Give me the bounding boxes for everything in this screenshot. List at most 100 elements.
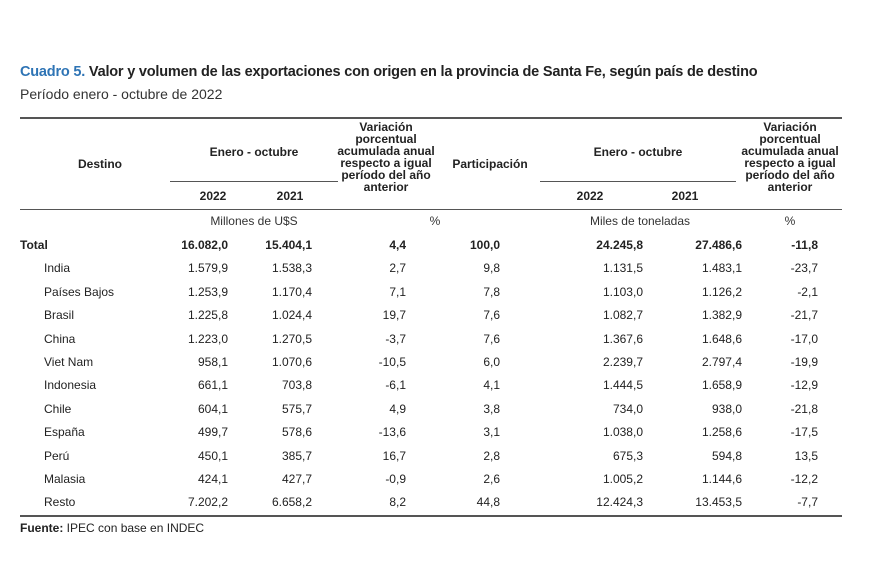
header-period-volume: Enero - octubre [593, 145, 683, 159]
cell-v2022: 499,7 [197, 425, 228, 440]
cell-var: 4,4 [389, 238, 406, 252]
cell-tvar: 13,5 [794, 448, 818, 463]
cell-v2021: 1.170,4 [271, 284, 312, 299]
table-number: Cuadro 5. [20, 64, 86, 80]
row-destino: Resto [44, 495, 76, 510]
cell-part: 4,1 [483, 378, 500, 393]
cell-part: 7,8 [483, 284, 500, 299]
cell-t2021: 1.126,2 [701, 284, 742, 299]
cell-t2022: 734,0 [612, 401, 643, 416]
cell-tvar: -23,7 [790, 261, 818, 276]
cell-var: -3,7 [385, 331, 406, 346]
cell-tvar: -7,7 [797, 495, 818, 510]
cell-t2022: 1.444,5 [602, 378, 643, 393]
header-variation-volume: Variación porcentual acumulada anual res… [741, 120, 839, 194]
header-year-2022-value: 2022 [199, 189, 227, 203]
row-destino: Malasia [44, 472, 86, 486]
cell-t2021: 594,8 [711, 448, 742, 463]
cell-t2021: 13.453,5 [695, 495, 742, 510]
cell-t2021: 27.486,6 [695, 238, 742, 252]
cell-t2021: 1.382,9 [701, 308, 742, 323]
group-rule-volume [540, 181, 736, 182]
cell-part: 3,8 [483, 401, 500, 416]
cell-tvar: -21,7 [790, 308, 818, 323]
cell-t2022: 1.103,0 [602, 284, 643, 299]
cell-part: 7,6 [483, 331, 500, 346]
row-destino: Países Bajos [44, 284, 115, 299]
unit-volume: Miles de toneladas [589, 214, 691, 228]
cell-v2022: 958,1 [197, 355, 228, 369]
cell-v2021: 1.070,6 [271, 355, 312, 369]
header-participation: Participación [452, 157, 528, 171]
unit-percent-2: % [784, 214, 796, 228]
cell-tvar: -21,8 [790, 401, 818, 416]
row-destino: Chile [44, 401, 72, 416]
cell-var: -10,5 [378, 355, 406, 369]
cell-v2021: 1.538,3 [271, 261, 312, 276]
cell-v2022: 1.253,9 [187, 284, 228, 299]
source-note: Fuente: IPEC con base en INDEC [20, 521, 204, 535]
cell-t2022: 1.367,6 [602, 331, 643, 346]
cell-v2021: 575,7 [281, 401, 312, 416]
cell-part: 2,8 [483, 448, 500, 463]
cell-t2021: 1.648,6 [701, 331, 742, 346]
cell-v2021: 15.404,1 [265, 238, 312, 252]
row-destino: Perú [44, 448, 70, 463]
cell-tvar: -2,1 [797, 284, 818, 299]
cell-v2022: 1.225,8 [187, 308, 228, 323]
unit-percent-1: % [429, 214, 441, 228]
cell-v2022: 424,1 [197, 472, 228, 486]
cell-t2021: 1.483,1 [701, 261, 742, 276]
unit-value: Millones de U$S [210, 214, 298, 228]
cell-v2022: 16.082,0 [181, 238, 228, 252]
cell-var: 7,1 [389, 284, 406, 299]
row-destino: Brasil [44, 308, 75, 323]
header-year-2022-volume: 2022 [576, 189, 604, 203]
row-destino: Indonesia [44, 378, 97, 393]
header-year-2021-volume: 2021 [671, 189, 699, 203]
cell-t2022: 1.131,5 [602, 261, 643, 276]
cell-t2021: 1.144,6 [701, 472, 742, 486]
cell-t2021: 1.658,9 [701, 378, 742, 393]
cell-var: -13,6 [378, 425, 406, 440]
cell-v2021: 1.270,5 [271, 331, 312, 346]
cell-var: 4,9 [389, 401, 406, 416]
cell-var: 8,2 [389, 495, 406, 510]
cell-v2022: 1.223,0 [187, 331, 228, 346]
header-destino: Destino [77, 157, 122, 171]
cell-v2021: 6.658,2 [271, 495, 312, 510]
cell-part: 3,1 [483, 425, 500, 440]
cell-tvar: -12,9 [790, 378, 818, 393]
table-title-text: Valor y volumen de las exportaciones con… [85, 64, 758, 80]
cell-part: 100,0 [469, 238, 500, 252]
header-period-value: Enero - octubre [209, 145, 299, 159]
table-subtitle: Período enero - octubre de 2022 [20, 86, 223, 102]
cell-var: 2,7 [389, 261, 406, 276]
cell-part: 2,6 [483, 472, 500, 486]
source-label: Fuente: [20, 521, 64, 535]
cell-var: -0,9 [385, 472, 406, 486]
row-destino: India [44, 261, 71, 276]
cell-t2022: 24.245,8 [596, 238, 643, 252]
source-text: IPEC con base en INDEC [63, 521, 205, 535]
table-title: Cuadro 5. Valor y volumen de las exporta… [20, 64, 758, 80]
cell-part: 6,0 [483, 355, 500, 369]
cell-var: 19,7 [382, 308, 406, 323]
cell-part: 44,8 [476, 495, 500, 510]
cell-v2022: 604,1 [197, 401, 228, 416]
row-destino: China [44, 331, 76, 346]
cell-tvar: -11,8 [791, 238, 818, 252]
cell-v2021: 703,8 [281, 378, 312, 393]
cell-t2022: 12.424,3 [596, 495, 643, 510]
cell-t2022: 675,3 [612, 448, 643, 463]
cell-tvar: -19,9 [790, 355, 818, 369]
cell-t2022: 1.005,2 [602, 472, 643, 486]
cell-part: 9,8 [483, 261, 500, 276]
cell-var: 16,7 [382, 448, 406, 463]
cell-tvar: -17,0 [790, 331, 818, 346]
cell-t2021: 938,0 [711, 401, 742, 416]
top-rule [20, 117, 842, 119]
cell-part: 7,6 [483, 308, 500, 323]
cell-v2021: 1.024,4 [271, 308, 312, 323]
cell-t2021: 2.797,4 [701, 355, 742, 369]
